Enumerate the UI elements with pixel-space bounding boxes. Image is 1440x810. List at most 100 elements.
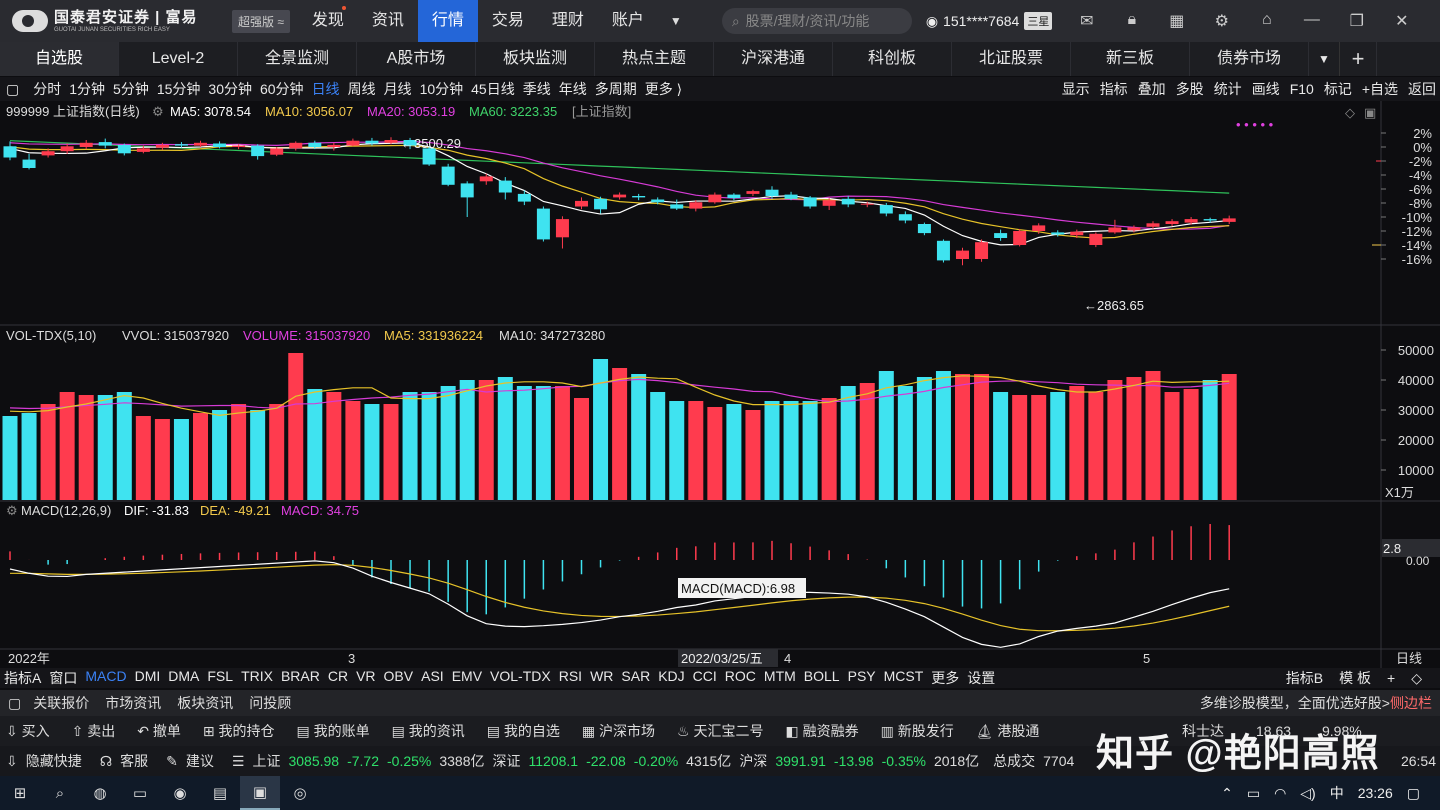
indicator-2[interactable]: MACD (85, 668, 127, 684)
quick-action-6[interactable]: ▤ 我的自选 (486, 723, 560, 739)
edition-badge[interactable]: 超强版 ≈ (232, 9, 290, 33)
tab-3[interactable]: A股市场 (357, 42, 476, 76)
tool-9[interactable]: 返回 (1408, 81, 1436, 97)
nav-0[interactable]: 发现 (298, 0, 358, 42)
search-task-icon[interactable]: ⌕ (55, 784, 65, 802)
quick-action-11[interactable]: ⛵︎ 港股通 (975, 723, 1040, 739)
volume-icon[interactable]: ◁) (1300, 784, 1316, 801)
app-green-icon[interactable]: ◉ (173, 785, 187, 802)
indicator-4[interactable]: DMA (168, 668, 200, 684)
info-tab-1[interactable]: 市场资讯 (105, 695, 162, 711)
template[interactable]: 模 板 (1339, 670, 1372, 686)
wifi-icon[interactable]: ◠ (1274, 784, 1287, 801)
grid-icon[interactable]: ▦ (1169, 13, 1185, 30)
panel-toggle-icon[interactable]: ▢ (6, 80, 20, 97)
nav-2[interactable]: 行情 (417, 0, 478, 42)
tool-1[interactable]: 指标 (1099, 81, 1128, 97)
quick-action-0[interactable]: ⇩ 买入 (6, 723, 50, 739)
restore-icon[interactable]: ❐ (1349, 13, 1364, 30)
hide-shortcut[interactable]: 隐藏快捷 (25, 753, 82, 769)
shirt-icon[interactable]: ⌂ (1261, 11, 1272, 28)
indicator-17[interactable]: KDJ (658, 668, 685, 684)
indicator-18[interactable]: CCI (692, 668, 717, 684)
tab-10[interactable]: 债券市场 (1190, 42, 1309, 76)
tab-2[interactable]: 全景监测 (238, 42, 357, 76)
tool-0[interactable]: 显示 (1061, 81, 1090, 97)
period-11[interactable]: 季线 (522, 81, 551, 97)
period-6[interactable]: 日线 (311, 81, 340, 97)
wechat-icon[interactable]: ◎ (293, 785, 307, 802)
indicator-22[interactable]: PSY (847, 668, 876, 684)
tab-9[interactable]: 新三板 (1071, 42, 1190, 76)
tool-7[interactable]: 标记 (1323, 81, 1352, 97)
minimize-icon[interactable]: — (1303, 11, 1320, 28)
indicator-1[interactable]: 窗口 (49, 670, 78, 686)
panel-icon[interactable]: ▣ (1364, 105, 1376, 120)
search-box[interactable]: ⌕ 股票/理财/资讯/功能 (721, 8, 912, 34)
indicator-25[interactable]: 设置 (967, 670, 996, 686)
tray-up-icon[interactable]: ⌃ (1221, 784, 1233, 801)
quick-action-5[interactable]: ▤ 我的资讯 (391, 723, 465, 739)
indicator-14[interactable]: RSI (558, 668, 583, 684)
quick-action-7[interactable]: ▦ 沪深市场 (581, 723, 655, 739)
sh-name[interactable]: 上证 (252, 753, 281, 769)
tab-4[interactable]: 板块监测 (476, 42, 595, 76)
info-toggle-icon[interactable]: ▢ (8, 694, 22, 711)
tabs-more-icon[interactable]: ▼ (1318, 52, 1330, 66)
period-7[interactable]: 周线 (347, 81, 376, 97)
suggest[interactable]: 建议 (185, 753, 214, 769)
tool-6[interactable]: F10 (1289, 81, 1314, 97)
period-9[interactable]: 10分钟 (419, 81, 464, 97)
add-tab-icon[interactable]: + (1339, 42, 1377, 76)
tab-1[interactable]: Level-2 (119, 42, 238, 76)
quick-action-4[interactable]: ▤ 我的账单 (296, 723, 370, 739)
nav-dropdown-icon[interactable]: ▼ (669, 14, 682, 28)
calculator-icon[interactable]: ▤ (212, 785, 228, 802)
tab-5[interactable]: 热点主题 (595, 42, 714, 76)
quick-action-8[interactable]: ♨ 天汇宝二号 (677, 723, 764, 739)
indicator-20[interactable]: MTM (763, 668, 796, 684)
sidebar-link[interactable]: 侧边栏 (1390, 695, 1432, 711)
chart-svg[interactable]: 2%0%-2%-4%-6%-8%-10%-12%-14%-16% ←3500.29… (0, 101, 1440, 670)
ime-indicator[interactable]: 中 (1329, 785, 1344, 801)
folder-icon[interactable]: ▭ (132, 785, 148, 802)
quick-action-2[interactable]: ↶ 撤单 (137, 723, 181, 739)
period-14[interactable]: 更多 ⟩ (644, 81, 683, 97)
tool-2[interactable]: 叠加 (1137, 81, 1166, 97)
tab-8[interactable]: 北证股票 (952, 42, 1071, 76)
notification-icon[interactable]: ▢ (1406, 784, 1420, 801)
headset-icon[interactable]: ☊ (99, 752, 113, 769)
indicator-16[interactable]: SAR (621, 668, 651, 684)
indicator-8[interactable]: CR (327, 668, 349, 684)
indicator-19[interactable]: ROC (724, 668, 756, 684)
indicator-b[interactable]: 指标B (1285, 670, 1324, 686)
indicator-10[interactable]: OBV (383, 668, 414, 684)
tab-7[interactable]: 科创板 (833, 42, 952, 76)
nav-4[interactable]: 理财 (551, 12, 584, 29)
quick-stock-name[interactable]: 科士达 (1182, 723, 1224, 739)
period-10[interactable]: 45日线 (471, 81, 515, 97)
macd-icon[interactable]: ⚙ (6, 503, 18, 518)
period-5[interactable]: 60分钟 (259, 81, 304, 97)
indicator-7[interactable]: BRAR (280, 668, 320, 684)
indicator-12[interactable]: EMV (451, 668, 483, 684)
nav-1[interactable]: 资讯 (371, 12, 404, 29)
legend-settings-icon[interactable]: ⚙ (152, 104, 164, 119)
promo-link[interactable]: 多维诊股模型，全面优选好股> (1199, 695, 1390, 711)
indicator-0[interactable]: 指标A (4, 670, 42, 686)
search-input[interactable]: 股票/理财/资讯/功能 (745, 13, 870, 29)
user-account[interactable]: ◉ 151****7684 三星 (926, 12, 1053, 30)
trading-app-icon[interactable]: ▣ (240, 776, 280, 810)
info-tab-3[interactable]: 问投顾 (249, 695, 292, 711)
indicator-15[interactable]: WR (590, 668, 614, 684)
quick-action-3[interactable]: ⊞ 我的持仓 (202, 723, 275, 739)
hide-icon[interactable]: ◇ (1411, 670, 1422, 686)
period-2[interactable]: 5分钟 (113, 81, 149, 97)
hide-shortcut-icon[interactable]: ⇩ (6, 752, 18, 769)
sz-name[interactable]: 深证 (492, 753, 521, 769)
period-1[interactable]: 1分钟 (69, 81, 106, 97)
nav-3[interactable]: 交易 (491, 12, 524, 29)
period-3[interactable]: 15分钟 (156, 81, 201, 97)
period-4[interactable]: 30分钟 (208, 81, 252, 97)
indicator-11[interactable]: ASI (421, 668, 444, 684)
